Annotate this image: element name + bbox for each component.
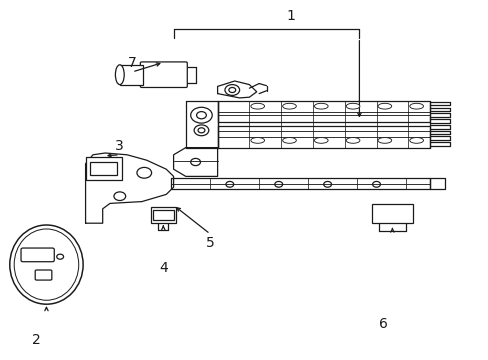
Text: 5: 5 bbox=[205, 236, 214, 250]
Text: 7: 7 bbox=[127, 56, 136, 70]
Ellipse shape bbox=[250, 138, 264, 143]
Ellipse shape bbox=[282, 138, 296, 143]
Text: 6: 6 bbox=[379, 317, 387, 331]
Ellipse shape bbox=[282, 103, 296, 109]
Bar bbox=[120, 65, 143, 85]
Text: 2: 2 bbox=[32, 333, 41, 347]
Ellipse shape bbox=[314, 103, 327, 109]
FancyBboxPatch shape bbox=[35, 270, 52, 280]
Ellipse shape bbox=[314, 138, 327, 143]
Ellipse shape bbox=[14, 229, 79, 300]
FancyBboxPatch shape bbox=[140, 62, 187, 87]
Ellipse shape bbox=[409, 103, 423, 109]
Ellipse shape bbox=[346, 103, 359, 109]
Ellipse shape bbox=[115, 65, 124, 85]
FancyBboxPatch shape bbox=[21, 248, 54, 262]
Ellipse shape bbox=[250, 103, 264, 109]
Ellipse shape bbox=[377, 103, 391, 109]
Bar bbox=[153, 210, 173, 220]
Text: 4: 4 bbox=[159, 261, 168, 275]
Text: 1: 1 bbox=[286, 9, 295, 23]
Bar bbox=[371, 204, 412, 223]
Text: 3: 3 bbox=[115, 139, 124, 153]
Bar bbox=[85, 157, 122, 180]
Ellipse shape bbox=[409, 138, 423, 143]
Ellipse shape bbox=[10, 225, 83, 304]
Ellipse shape bbox=[346, 138, 359, 143]
Bar bbox=[150, 207, 176, 223]
Ellipse shape bbox=[377, 138, 391, 143]
Bar bbox=[90, 162, 117, 175]
